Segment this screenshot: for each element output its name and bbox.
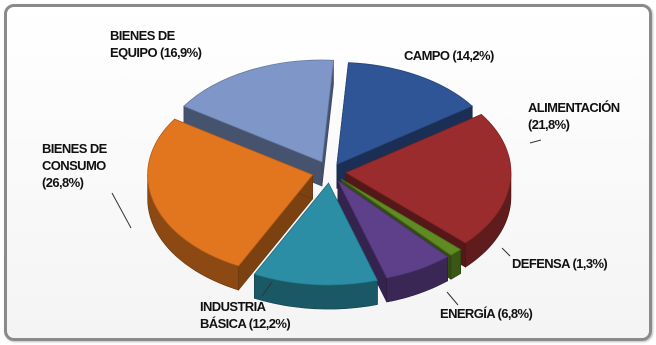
- slice-industria-basica-12-2: [253, 182, 379, 310]
- slice-label: BIENES DE EQUIPO (16,9%): [110, 28, 202, 60]
- slice-energia-6-8: [337, 180, 449, 303]
- slice-top: [336, 62, 474, 166]
- slice-label: INDUSTRIA BÁSICA (12,2%): [200, 299, 290, 331]
- leader-lines: [111, 139, 542, 306]
- slice-bienes-de-consumo: [147, 118, 314, 291]
- slice-top: [183, 59, 334, 163]
- slice-top: [253, 182, 379, 286]
- slice-top: [337, 180, 449, 279]
- slices-layer: [147, 59, 512, 310]
- slice-label: BIENES DE CONSUMO (26,8%): [42, 141, 108, 190]
- labels-layer: CAMPO (14,2%) ALIMENTACIÓN (21,8%) DEFENSA …: [42, 28, 620, 331]
- slice-top: [345, 113, 512, 244]
- slice-label: DEFENSA (1,3%): [512, 256, 607, 271]
- leader-line: [261, 281, 273, 297]
- leader-line: [111, 192, 132, 229]
- leader-line: [501, 247, 511, 257]
- slice-top: [340, 178, 462, 256]
- leader-line: [529, 139, 542, 144]
- leader-line: [446, 291, 459, 306]
- slice-top: [147, 118, 314, 267]
- slice-label: ENERGÍA (6,8%): [440, 306, 533, 321]
- slice-label: ALIMENTACIÓN (21,8%): [528, 100, 620, 132]
- slice-label: CAMPO (14,2%): [404, 48, 494, 63]
